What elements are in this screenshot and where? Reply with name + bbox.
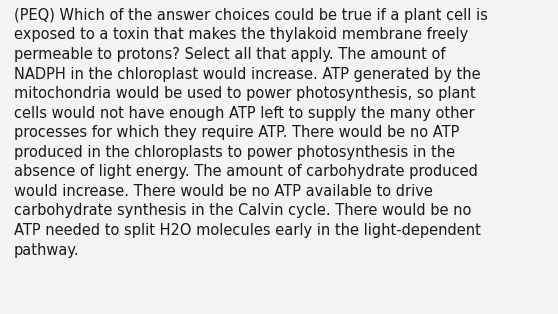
- Text: (PEQ) Which of the answer choices could be true if a plant cell is
exposed to a : (PEQ) Which of the answer choices could …: [14, 8, 488, 257]
